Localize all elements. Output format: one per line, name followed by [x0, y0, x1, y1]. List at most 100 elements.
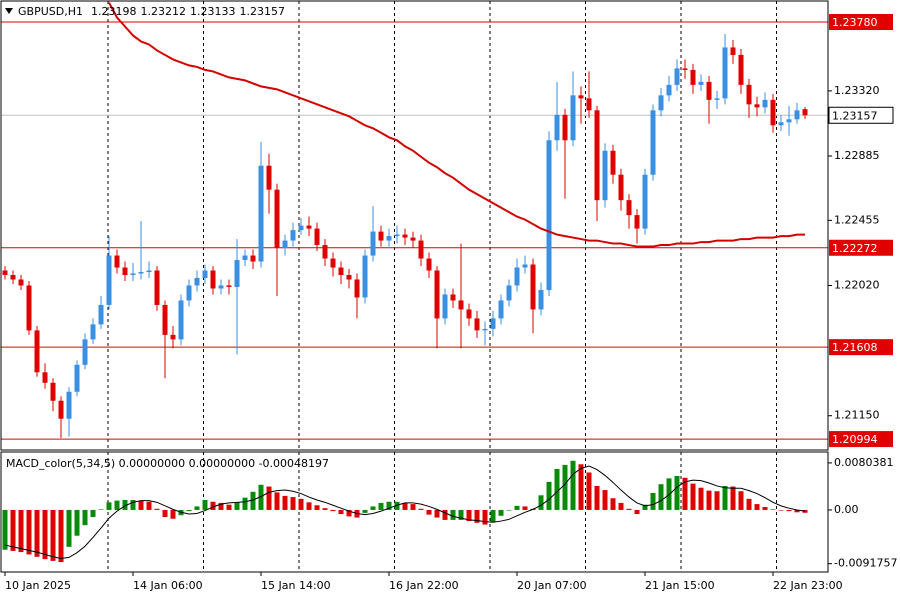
candle-body [546, 140, 552, 290]
candle-body [50, 382, 56, 401]
candle-body [226, 285, 232, 287]
candle-body [314, 228, 320, 246]
candle-body [514, 267, 520, 286]
candle-body [154, 270, 160, 305]
macd-bar [690, 483, 696, 510]
macd-bar [722, 485, 728, 510]
x-tick-label: 16 Jan 22:00 [389, 579, 459, 592]
candle-body [362, 255, 368, 298]
macd-bar [754, 504, 760, 510]
candle-body [258, 165, 264, 262]
macd-bar [170, 509, 176, 519]
level-label-box [829, 431, 893, 448]
macd-bar [650, 492, 656, 510]
macd-bar [490, 509, 496, 523]
candle-body [162, 304, 168, 335]
macd-bar [602, 490, 608, 510]
candle-body [554, 114, 560, 141]
macd-bar [290, 497, 296, 510]
macd-bar [458, 509, 464, 520]
macd-bar [762, 507, 768, 510]
candle-body [794, 110, 800, 120]
macd-bar [34, 509, 40, 557]
macd-bar [442, 509, 448, 520]
candle-body [242, 255, 248, 261]
candle-body [474, 318, 480, 331]
x-tick-label: 22 Jan 23:00 [773, 579, 843, 592]
macd-bar [626, 508, 632, 510]
x-tick-label: 10 Jan 2025 [5, 579, 71, 592]
macd-bar [610, 498, 616, 510]
macd-bar [706, 490, 712, 510]
macd-bar [738, 491, 744, 510]
candle-body [802, 109, 808, 116]
candle-body [602, 150, 608, 201]
macd-bar [234, 502, 240, 510]
macd-bar [274, 492, 280, 510]
candle-body [698, 81, 704, 85]
macd-bar [98, 509, 104, 510]
macd-bar [594, 485, 600, 510]
level-label-box [829, 239, 893, 256]
candle-body [658, 95, 664, 111]
macd-bar [410, 504, 416, 510]
macd-bar [210, 501, 216, 510]
candle-body [466, 309, 472, 319]
grid [107, 1, 777, 572]
candle-body [114, 255, 120, 268]
y-tick-label: 1.22885 [834, 149, 880, 162]
macd-bar [250, 491, 256, 510]
macd-bar [434, 509, 440, 518]
macd-bar [226, 504, 232, 510]
candle-body [570, 95, 576, 141]
candle-body [386, 236, 392, 241]
candle-body [202, 270, 208, 278]
macd-signal [4, 465, 806, 560]
macd-bar [554, 468, 560, 510]
level-label: 1.22272 [832, 242, 878, 255]
candle-body [42, 372, 48, 383]
low: 1.23133 [190, 5, 236, 18]
candle-body [778, 122, 784, 126]
candle-body [674, 68, 680, 85]
candle-body [194, 277, 200, 286]
candle-body [66, 391, 72, 419]
x-tick-label: 20 Jan 07:00 [517, 579, 587, 592]
y-tick-label: 1.22020 [834, 278, 880, 291]
macd-bar [346, 509, 352, 517]
x-tick-label: 15 Jan 14:00 [261, 579, 331, 592]
macd-bar [202, 500, 208, 510]
candle-body [370, 231, 376, 256]
macd-bar [586, 472, 592, 510]
candle-body [634, 215, 640, 229]
price-frame [0, 0, 829, 451]
candle-body [2, 270, 8, 275]
macd-bar [642, 504, 648, 510]
candle-body [618, 174, 624, 201]
macd-bar [378, 502, 384, 510]
candle-body [562, 114, 568, 141]
y-tick-label: 1.23320 [834, 84, 880, 97]
macd-bar [42, 509, 48, 560]
macd-bar [570, 460, 576, 510]
candle-body [490, 318, 496, 329]
candle-body [434, 270, 440, 319]
macd-bar [538, 495, 544, 510]
candle-body [178, 300, 184, 340]
macd-bar [682, 477, 688, 510]
macd-bar [114, 500, 120, 510]
candle-body [250, 255, 256, 262]
candle-body [682, 68, 688, 70]
candle-body [274, 189, 280, 249]
candle-body [58, 400, 64, 419]
candle-body [98, 304, 104, 325]
candle-body [482, 328, 488, 331]
candle-body [650, 110, 656, 175]
macd-bar [522, 506, 528, 510]
candle-body [530, 264, 536, 310]
macd-bar [242, 497, 248, 510]
candle-body [690, 69, 696, 85]
candle-body [330, 258, 336, 268]
macd-bar [794, 509, 800, 513]
